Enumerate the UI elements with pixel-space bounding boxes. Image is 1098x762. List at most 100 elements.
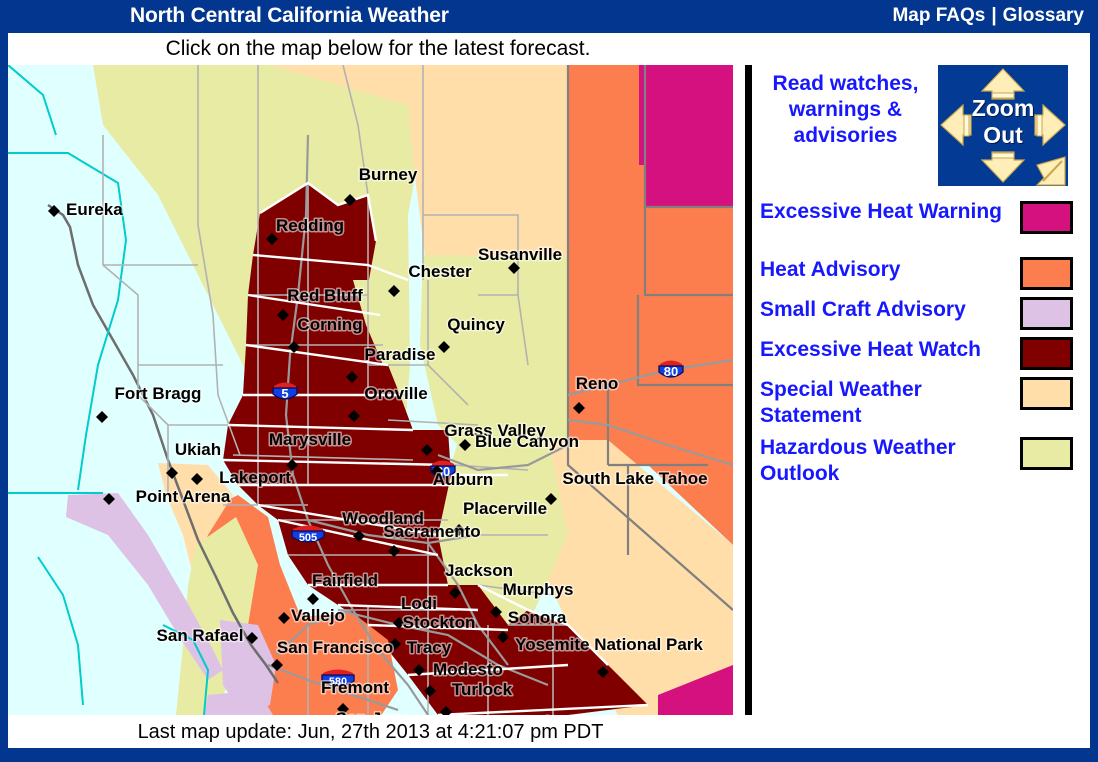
city-label: Oroville — [364, 384, 427, 403]
city-marker-dot — [266, 233, 278, 245]
legend-item-hazardous-weather-outlook[interactable]: Hazardous Weather Outlook — [758, 435, 1090, 491]
legend-item-excessive-heat-watch[interactable]: Excessive Heat Watch — [758, 337, 1090, 375]
city-label: Red Bluff — [287, 286, 363, 305]
city-label: Yosemite National Park — [515, 635, 703, 654]
city-label: Quincy — [447, 315, 505, 334]
down-arrow[interactable] — [980, 151, 1026, 183]
city-label: Jackson — [445, 561, 513, 580]
legend-swatch-special-weather-statement — [1020, 377, 1073, 410]
hazard-area-small-craft-advisory-south — [204, 690, 273, 715]
city-label: San Jose — [336, 709, 411, 715]
highway-shield-number: 5 — [281, 386, 288, 401]
legend-swatch-hazardous-weather-outlook — [1020, 437, 1073, 470]
hazard-area-excessive-heat-warning-ne — [639, 65, 733, 207]
zoom-label-line1: Zoom — [971, 95, 1035, 121]
glossary-link[interactable]: Glossary — [1002, 5, 1084, 26]
legend-item-excessive-heat-warning[interactable]: Excessive Heat Warning — [758, 199, 1090, 255]
right-arrow[interactable] — [1034, 103, 1066, 147]
city-label: Merced — [490, 713, 550, 715]
city-label: South Lake Tahoe — [562, 469, 707, 488]
city-label: Paradise — [365, 345, 436, 364]
legend-item-small-craft-advisory[interactable]: Small Craft Advisory — [758, 297, 1090, 335]
read-advisories-link[interactable]: Read watches, warnings & advisories — [772, 72, 919, 147]
legend-item-special-weather-statement[interactable]: Special Weather Statement — [758, 377, 1090, 433]
city-marker-dot — [344, 194, 356, 206]
city-label: Jackson — [445, 561, 513, 580]
city-merced[interactable]: MercedMerced — [482, 712, 552, 716]
city-label: San Francisco — [277, 638, 393, 657]
map-faqs-link[interactable]: Map FAQs — [892, 5, 986, 26]
city-label: Quincy — [447, 315, 505, 334]
city-label: Reno — [576, 374, 619, 393]
city-label: Sonora — [508, 608, 567, 627]
city-label: San Jose — [336, 709, 411, 715]
hazard-area-hazardous-weather-outlook-coast — [176, 517, 258, 715]
map-update-timestamp: Last map update: Jun, 27th 2013 at 4:21:… — [137, 721, 604, 743]
left-arrow[interactable] — [940, 103, 972, 147]
hazard-area-special-weather-statement-north — [270, 65, 568, 280]
legend-label[interactable]: Small Craft Advisory — [760, 298, 966, 321]
city-marker-dot — [440, 706, 452, 715]
city-label: Point Arena — [136, 487, 231, 506]
city-label: Reno — [576, 374, 619, 393]
weather-map[interactable]: 580805055802805 EurekaEurekaBurneyBurney… — [8, 65, 733, 715]
zoom-out-control[interactable]: Zoom Out — [938, 65, 1068, 186]
city-label: Redding — [276, 216, 344, 235]
legend-label[interactable]: Excessive Heat Watch — [760, 338, 982, 361]
city-san-jose[interactable]: San JoseSan Jose — [327, 708, 412, 716]
city-label: Lodi — [401, 594, 437, 613]
city-label: Stockton — [403, 613, 476, 632]
city-label: Paradise — [365, 345, 436, 364]
legend-label[interactable]: Excessive Heat Warning — [760, 200, 1002, 223]
legend-label[interactable]: Hazardous Weather Outlook — [760, 436, 956, 485]
city-label: Lakeport — [219, 468, 291, 487]
legend-label[interactable]: Heat Advisory — [760, 258, 901, 281]
legend-item-heat-advisory[interactable]: Heat Advisory — [758, 257, 1090, 295]
up-arrow[interactable] — [980, 68, 1026, 100]
city-marker-dot — [277, 309, 289, 321]
hazard-area-small-craft-advisory-bay — [220, 620, 276, 715]
zoom-arrows-svg[interactable] — [938, 65, 1068, 186]
zoom-out-diagonal-arrow[interactable] — [1035, 156, 1066, 186]
legend-label[interactable]: Special Weather Statement — [760, 378, 922, 427]
city-label: San Francisco — [277, 638, 393, 657]
